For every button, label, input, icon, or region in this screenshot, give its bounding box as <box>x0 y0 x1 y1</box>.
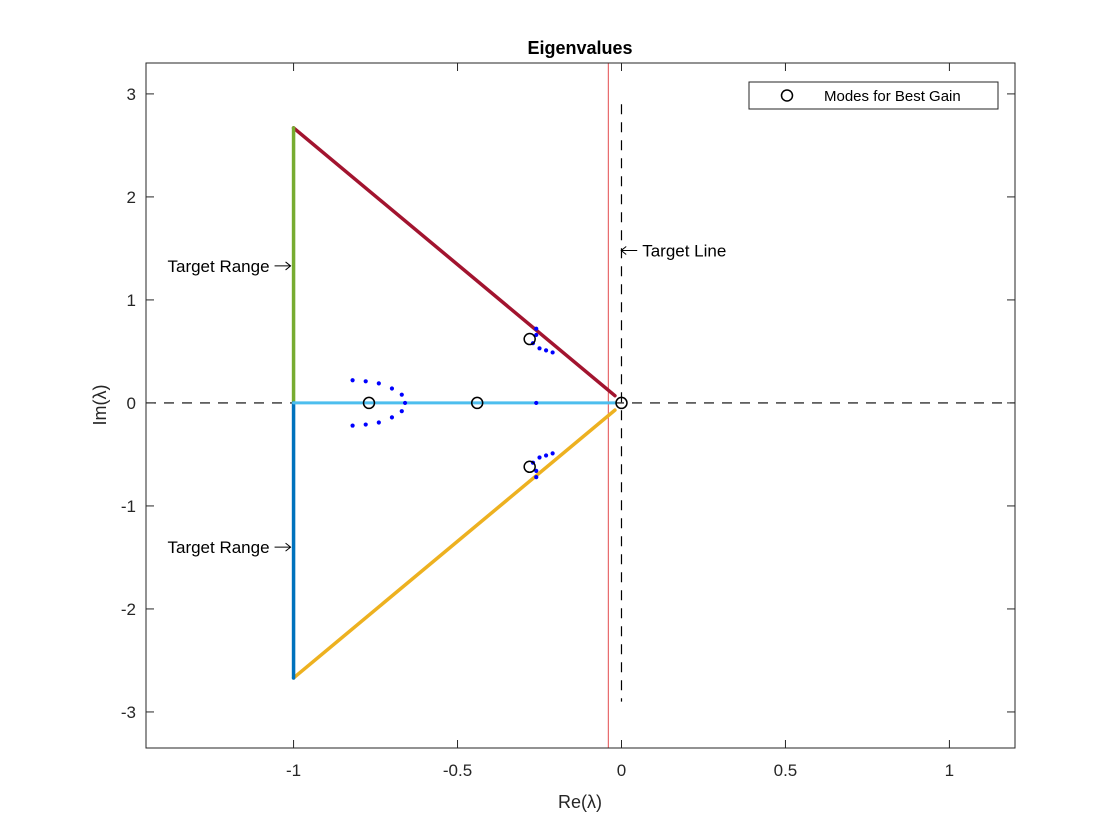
x-tick-label: 1 <box>945 761 954 780</box>
sweep-point <box>550 451 555 456</box>
sweep-point <box>363 379 368 384</box>
y-tick-label: 3 <box>127 85 136 104</box>
sweep-point <box>534 400 539 406</box>
sweep-point <box>399 392 404 397</box>
legend-entry-best-modes: Modes for Best Gain <box>824 88 961 105</box>
annotation-label: Target Range <box>167 538 269 557</box>
y-tick-label: -2 <box>121 600 136 619</box>
annotation-3: Target Line <box>620 241 726 260</box>
best-mode-marker <box>615 396 628 410</box>
y-tick-label: -1 <box>121 497 136 516</box>
x-tick-label: -0.5 <box>443 761 472 780</box>
sweep-point <box>399 409 404 414</box>
sweep-point <box>534 326 539 331</box>
axes-box <box>145 62 1016 749</box>
plot-area <box>146 63 1015 748</box>
x-axis-label: Re(λ) <box>558 792 602 812</box>
plot-data-layer: Target Range Target Range Target Line <box>146 63 1015 748</box>
sweep-point <box>389 415 395 420</box>
sweep-point <box>543 453 549 458</box>
y-tick-label: 2 <box>127 188 136 207</box>
region-edge-lower-edge <box>291 408 617 680</box>
best-mode-marker <box>523 332 536 346</box>
y-axis-label: Im(λ) <box>90 385 110 426</box>
sweep-point <box>376 420 381 425</box>
annotation-arrow-head <box>285 261 292 271</box>
best-mode-marker <box>470 396 484 410</box>
annotation-2: Target Range <box>167 538 292 557</box>
sweep-point <box>350 378 355 383</box>
annotation-arrow-head <box>620 246 627 255</box>
annotation-arrow-head <box>285 542 292 552</box>
legend: Modes for Best Gain <box>748 81 999 110</box>
best-mode-marker <box>362 396 376 410</box>
annotation-label: Target Range <box>167 257 269 276</box>
sweep-point <box>389 386 395 391</box>
x-tick-label: 0 <box>617 761 626 780</box>
sweep-point <box>537 346 542 351</box>
x-tick-label: -1 <box>286 761 301 780</box>
sweep-point <box>534 332 539 338</box>
sweep-point <box>543 348 549 353</box>
chart-title: Eigenvalues <box>527 38 632 58</box>
legend-marker-best-modes <box>780 89 794 102</box>
y-tick-label: -3 <box>121 703 136 722</box>
y-tick-label: 0 <box>127 394 136 413</box>
sweep-point <box>550 350 555 355</box>
best-mode-marker <box>523 460 536 474</box>
sweep-point <box>402 400 408 406</box>
sweep-point <box>350 423 355 428</box>
sweep-point <box>534 474 539 480</box>
annotation-1: Target Range <box>167 257 292 276</box>
region-edge-upper-edge <box>291 126 617 398</box>
sweep-point <box>537 455 542 460</box>
axes-layer: -1 -0.5 0 0.5 1 -3 -2 -1 0 1 2 3 <box>121 62 1016 780</box>
y-tick-label: 1 <box>127 291 136 310</box>
sweep-point <box>534 468 539 474</box>
x-tick-label: 0.5 <box>774 761 798 780</box>
sweep-point <box>363 422 368 427</box>
sweep-point <box>376 381 381 386</box>
legend-box <box>748 81 999 110</box>
annotation-label: Target Line <box>642 241 726 260</box>
